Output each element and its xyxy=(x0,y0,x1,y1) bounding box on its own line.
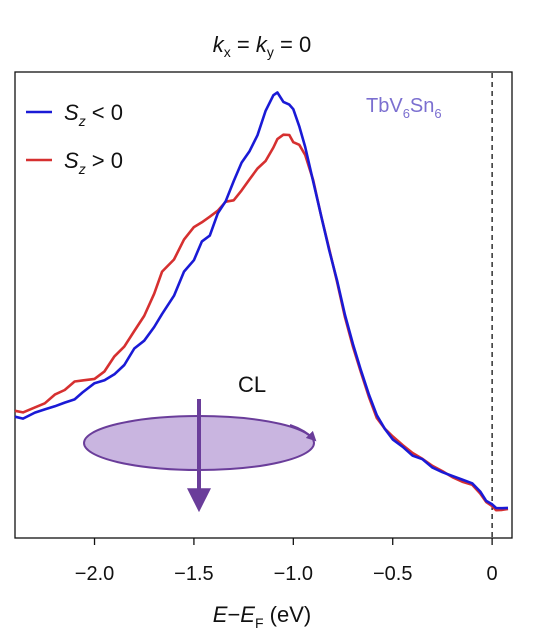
x-tick-label: 0 xyxy=(487,563,498,585)
x-axis: −2.0 −1.5 −1.0 −0.5 0 xyxy=(75,538,498,585)
chart-title: kx = ky = 0 xyxy=(213,32,311,60)
series-line-sz-neg xyxy=(14,91,509,510)
x-tick-label: −0.5 xyxy=(373,563,412,585)
x-tick-label: −2.0 xyxy=(75,563,114,585)
legend-label-sz-pos: Sz > 0 xyxy=(64,148,123,177)
legend-label-sz-neg: Sz < 0 xyxy=(64,100,123,129)
rotation-arrow-icon xyxy=(289,424,317,442)
x-axis-label: E−EF (eV) xyxy=(213,602,311,631)
series-line-sz-pos xyxy=(14,133,509,512)
x-tick-label: −1.5 xyxy=(174,563,213,585)
x-tick-label: −1.0 xyxy=(274,563,313,585)
legend: Sz < 0 Sz > 0 xyxy=(26,100,123,177)
plot-frame xyxy=(14,71,513,539)
sample-label: TbV6Sn6 xyxy=(366,95,442,121)
annotation-cl: CL xyxy=(238,372,266,397)
circular-light-illustration xyxy=(83,399,317,513)
series-layer xyxy=(14,91,509,512)
